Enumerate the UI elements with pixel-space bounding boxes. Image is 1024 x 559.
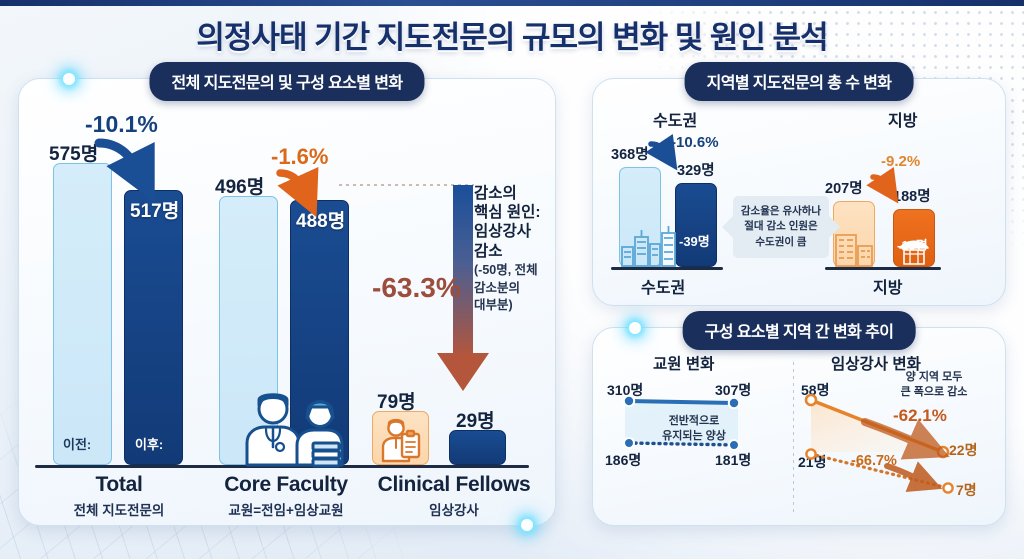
faculty-capital-end-value: 307명 bbox=[715, 382, 752, 398]
cause-note: 감소의 핵심 원인: 임상강사 감소 (-50명, 전체 감소분의 대부분) bbox=[474, 184, 541, 314]
glow-dot-icon bbox=[521, 519, 533, 531]
total-post-value: 517명 bbox=[130, 201, 180, 222]
capital-change-pct: -10.6% bbox=[671, 134, 719, 151]
province-prev-bar bbox=[833, 201, 875, 267]
province-change-pct: -9.2% bbox=[881, 153, 921, 170]
glow-dot-icon bbox=[63, 73, 75, 85]
total-post-tag: 이후: bbox=[135, 437, 164, 452]
top-accent-bar bbox=[0, 0, 1024, 6]
regional-callout-bubble: 감소율은 유사하나 절대 감소 인원은 수도권이 큼 bbox=[733, 196, 829, 258]
faculty-capital-start-value: 310명 bbox=[607, 382, 644, 398]
province-down-arrow-icon bbox=[866, 166, 899, 204]
core-faculty-change-pct: -1.6% bbox=[271, 144, 329, 169]
cause-note-sub1: (-50명, 전체 bbox=[474, 262, 538, 277]
total-change-pct: -10.1% bbox=[85, 111, 158, 137]
core-faculty-prev-value: 496명 bbox=[215, 177, 265, 198]
fellow-clipboard-icon bbox=[381, 418, 421, 463]
capital-axis-label: 수도권 bbox=[641, 280, 686, 297]
clinical-fellows-post-value: 29명 bbox=[456, 411, 495, 432]
province-post-value: 188명 bbox=[893, 189, 931, 205]
faculty-province-start-value: 186명 bbox=[605, 452, 642, 468]
faculty-trend-lines bbox=[622, 394, 741, 451]
panel-regional-change-title: 지역별 지도전문의 총 수 변화 bbox=[684, 62, 914, 101]
callout-line2: 절대 감소 인원은 bbox=[744, 220, 818, 233]
fellows-note-line2: 큰 폭으로 감소 bbox=[900, 386, 968, 399]
province-baseline bbox=[825, 267, 941, 270]
fellows-note-line1: 양 지역 모두 bbox=[905, 371, 963, 383]
category-core-faculty-en: Core Faculty bbox=[224, 473, 348, 496]
province-region-title: 지방 bbox=[888, 113, 918, 130]
capital-prev-bar bbox=[619, 167, 661, 267]
panel-overall-change: 전체 지도전문의 및 구성 요소별 변화 575명 이전: 517명 이후: -… bbox=[18, 62, 556, 531]
category-clinical-fellows: Clinical Fellows 임상강사 bbox=[359, 473, 549, 519]
callout-line1: 감소율은 유사하나 bbox=[740, 205, 822, 218]
fellows-province-change-pct: -66.7% bbox=[851, 453, 897, 469]
clinical-fellows-change-pct: -63.3% bbox=[372, 272, 461, 303]
fellows-province-end-value: 7명 bbox=[956, 482, 977, 498]
capital-prev-value: 368명 bbox=[611, 147, 649, 163]
faculty-note-line2: 유지되는 양상 bbox=[662, 430, 726, 443]
capital-baseline bbox=[611, 267, 723, 270]
clinical-fellows-post-bar bbox=[449, 430, 506, 465]
panel-component-trend-title: 구성 요소별 지역 간 변화 추이 bbox=[682, 311, 916, 350]
callout-line3: 수도권이 큼 bbox=[755, 235, 807, 248]
clinical-fellows-prev-value: 79명 bbox=[377, 392, 416, 413]
town-buildings-icon bbox=[835, 234, 873, 267]
cause-note-sub3: 대부분) bbox=[474, 298, 513, 313]
fellows-capital-start-value: 58명 bbox=[801, 382, 830, 398]
category-core-faculty-ko: 교원=전임+임상교원 bbox=[228, 503, 344, 518]
city-skyline-icon bbox=[621, 226, 676, 267]
glow-dot-icon bbox=[629, 322, 641, 334]
fellows-trend-lines bbox=[804, 393, 954, 494]
province-prev-value: 207명 bbox=[825, 181, 863, 197]
fellows-trend-title: 임상강사 변화 bbox=[831, 356, 921, 373]
category-clinical-fellows-ko: 임상강사 bbox=[429, 503, 479, 518]
core-faculty-down-arrow-icon bbox=[276, 166, 319, 218]
faculty-trend-title: 교원 변화 bbox=[653, 356, 715, 373]
capital-post-value: 329명 bbox=[677, 163, 715, 179]
total-prev-value: 575명 bbox=[49, 144, 99, 165]
faculty-province-end-value: 181명 bbox=[715, 452, 752, 468]
cause-note-line3: 임상강사 bbox=[474, 223, 532, 241]
category-total-en: Total bbox=[95, 473, 143, 496]
fellows-capital-change-pct: -62.1% bbox=[893, 406, 947, 425]
cause-note-line4: 감소 bbox=[474, 242, 503, 260]
capital-post-bar bbox=[675, 183, 717, 267]
page-title: 의정사태 기간 지도전문의 규모의 변화 및 원인 분석 bbox=[196, 20, 828, 55]
capital-down-arrow-icon bbox=[645, 133, 678, 171]
panel-overall-change-title: 전체 지도전문의 및 구성 요소별 변화 bbox=[149, 62, 425, 101]
faculty-note-line1: 전반적으로 bbox=[668, 415, 720, 427]
total-down-arrow-icon bbox=[94, 138, 155, 203]
trend-panel-divider bbox=[793, 362, 794, 512]
fellows-trend-note: 양 지역 모두 큰 폭으로 감소 bbox=[869, 370, 999, 401]
province-axis-label: 지방 bbox=[873, 280, 903, 297]
fellows-province-start-value: 21명 bbox=[798, 454, 827, 470]
cause-note-sub2: 감소분의 bbox=[474, 280, 521, 295]
category-total-ko: 전체 지도전문의 bbox=[73, 503, 165, 518]
big-decline-arrow-icon bbox=[339, 184, 489, 391]
province-post-bar bbox=[893, 209, 935, 267]
total-prev-bar bbox=[53, 163, 112, 465]
category-clinical-fellows-en: Clinical Fellows bbox=[377, 473, 531, 496]
cause-note-line1: 감소의 bbox=[474, 185, 517, 202]
capital-delta-value: -39명 bbox=[679, 234, 710, 249]
hanok-house-icon bbox=[899, 240, 929, 265]
fellows-capital-end-value: 22명 bbox=[949, 442, 978, 458]
category-total: Total 전체 지도전문의 bbox=[29, 473, 209, 519]
faculty-trend-note: 전반적으로 유지되는 양상 bbox=[639, 414, 749, 445]
total-prev-tag: 이전: bbox=[63, 437, 92, 452]
doctors-icon bbox=[245, 393, 344, 468]
panel-regional-change: 지역별 지도전문의 총 수 변화 수도권 368명 329명 -39명 -10.… bbox=[592, 62, 1006, 306]
capital-region-title: 수도권 bbox=[653, 113, 698, 130]
category-core-faculty: Core Faculty 교원=전임+임상교원 bbox=[196, 473, 376, 519]
panel-component-trend: 구성 요소별 지역 간 변화 추이 교원 변화 310명 307명 186명 1… bbox=[592, 311, 1006, 526]
total-post-bar bbox=[124, 190, 183, 465]
cause-note-line2: 핵심 원인: bbox=[474, 204, 541, 222]
